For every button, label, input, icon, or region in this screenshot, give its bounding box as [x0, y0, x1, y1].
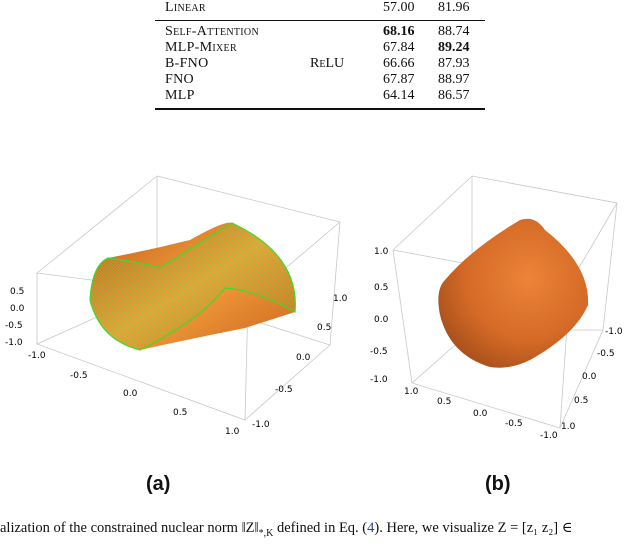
svg-text:0.5: 0.5	[317, 323, 331, 333]
table-bottomrule	[155, 108, 485, 110]
y-axis-ticks: 1.0 0.5 0.0 -0.5 -1.0	[252, 294, 348, 430]
model-name: MLP-Mixer	[165, 40, 237, 55]
svg-text:1.0: 1.0	[561, 422, 576, 432]
value-1: 68.16	[383, 24, 415, 39]
svg-text:-0.5: -0.5	[597, 349, 615, 359]
svg-text:0.5: 0.5	[437, 397, 451, 407]
svg-text:-0.5: -0.5	[370, 347, 388, 357]
svg-text:-1.0: -1.0	[540, 431, 558, 441]
model-name: Self-Attention	[165, 24, 259, 39]
caption-text: alization of the constrained nuclear nor…	[0, 520, 259, 536]
caption-text: ). Here, we visualize Z = [z₁ z₂] ∈	[374, 520, 573, 536]
svg-text:0.0: 0.0	[10, 304, 25, 314]
panel-b-label: (b)	[485, 473, 511, 495]
equation-ref-link[interactable]: 4	[367, 520, 375, 536]
value-1: 67.84	[383, 40, 415, 55]
x-axis-ticks: -1.0 -0.5 0.0 0.5 1.0	[28, 351, 240, 437]
table-row: FNO 67.87 88.97	[155, 72, 485, 88]
table-row: MLP 64.14 86.57	[155, 88, 485, 104]
model-name: Linear	[165, 0, 206, 15]
value-2: 89.24	[438, 40, 470, 55]
plot-a-3d-surface: 0.5 0.0 -0.5 -1.0 -1.0 -0.5 0.0 0.5 1.0 …	[5, 175, 348, 437]
svg-text:-1.0: -1.0	[605, 327, 623, 337]
svg-text:-0.5: -0.5	[70, 371, 88, 381]
svg-text:1.0: 1.0	[404, 387, 419, 397]
model-name: B-FNO	[165, 56, 209, 71]
svg-text:0.0: 0.0	[296, 353, 311, 363]
svg-text:0.0: 0.0	[582, 372, 597, 382]
z-axis-ticks: 0.5 0.0 -0.5 -1.0	[5, 287, 25, 348]
results-table: Linear 57.00 81.96 Self-Attention 68.16 …	[155, 0, 485, 110]
caption-text: defined in Eq. (	[273, 520, 368, 536]
svg-text:-1.0: -1.0	[370, 375, 388, 385]
svg-text:-0.5: -0.5	[505, 419, 523, 429]
value-2: 86.57	[438, 88, 470, 103]
panel-a-label: (a)	[146, 473, 171, 495]
svg-text:0.5: 0.5	[374, 283, 388, 293]
svg-text:-1.0: -1.0	[252, 420, 270, 430]
svg-text:-0.5: -0.5	[275, 385, 293, 395]
value-1: 57.00	[383, 0, 415, 15]
value-2: 88.74	[438, 24, 470, 39]
table-row: Self-Attention 68.16 88.74	[155, 24, 485, 40]
svg-text:0.5: 0.5	[173, 408, 187, 418]
svg-text:1.0: 1.0	[374, 247, 389, 257]
value-1: 66.66	[383, 56, 415, 71]
value-2: 81.96	[438, 0, 470, 15]
table-row: MLP-Mixer 67.84 89.24	[155, 40, 485, 56]
svg-text:0.0: 0.0	[123, 389, 138, 399]
svg-text:1.0: 1.0	[333, 294, 348, 304]
value-2: 87.93	[438, 56, 470, 71]
value-2: 88.97	[438, 72, 470, 87]
value-1: 67.87	[383, 72, 415, 87]
table-midrule	[155, 20, 485, 21]
activation: ReLU	[310, 56, 345, 71]
caption-subscript: *,K	[258, 527, 274, 539]
table-row: Linear 57.00 81.96	[155, 0, 485, 16]
svg-text:0.0: 0.0	[374, 315, 389, 325]
svg-text:-1.0: -1.0	[5, 338, 23, 348]
plot-b-3d-surface: 1.0 0.5 0.0 -0.5 -1.0 1.0 0.5 0.0 -0.5 -…	[370, 175, 623, 441]
figure-caption: alization of the constrained nuclear nor…	[0, 520, 640, 539]
svg-text:-1.0: -1.0	[28, 351, 46, 361]
svg-text:1.0: 1.0	[225, 427, 240, 437]
model-name: FNO	[165, 72, 194, 87]
svg-text:0.0: 0.0	[473, 409, 488, 419]
svg-text:0.5: 0.5	[574, 396, 588, 406]
svg-text:0.5: 0.5	[10, 287, 24, 297]
table-row: B-FNO ReLU 66.66 87.93	[155, 56, 485, 72]
svg-text:-0.5: -0.5	[5, 321, 23, 331]
value-1: 64.14	[383, 88, 415, 103]
model-name: MLP	[165, 88, 195, 103]
